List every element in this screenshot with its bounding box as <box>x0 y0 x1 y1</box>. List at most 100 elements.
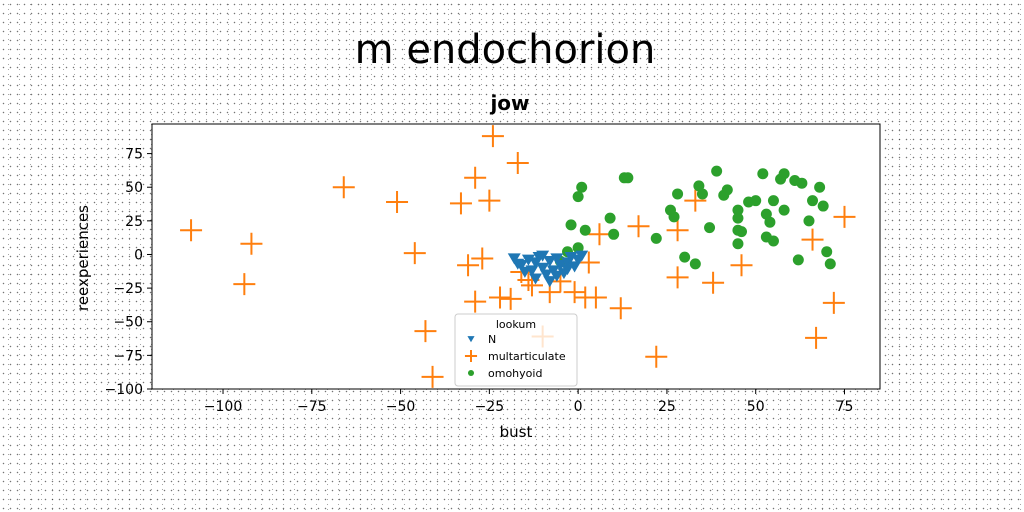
n-point <box>543 276 557 288</box>
omohyoid-point <box>579 224 591 236</box>
omohyoid-point <box>572 242 584 254</box>
multarticulate-point <box>666 219 689 242</box>
y-tick-label: 25 <box>125 214 143 230</box>
x-axis-label: bust <box>500 423 533 441</box>
x-tick-label: 0 <box>574 399 583 415</box>
omohyoid-point <box>778 204 790 216</box>
omohyoid-point <box>604 212 616 224</box>
n-point <box>539 269 553 281</box>
multarticulate-point <box>403 242 426 265</box>
omohyoid-point <box>757 168 769 180</box>
multarticulate-point <box>240 232 263 255</box>
omohyoid-point <box>565 219 577 231</box>
series-multarticulate <box>180 125 856 388</box>
multarticulate-point <box>702 271 725 294</box>
omohyoid-point <box>467 369 475 377</box>
omohyoid-point <box>792 254 804 266</box>
multarticulate-point <box>449 192 472 215</box>
legend-title: lookum <box>496 318 536 331</box>
legend-item: omohyoid <box>467 367 542 380</box>
omohyoid-point <box>803 215 815 227</box>
legend-label: multarticulate <box>488 350 566 363</box>
y-tick-label: 0 <box>134 247 143 263</box>
omohyoid-point <box>732 212 744 224</box>
omohyoid-point <box>817 200 829 212</box>
legend-box <box>454 313 578 387</box>
series-omohyoid <box>554 165 836 270</box>
multarticulate-point <box>577 251 600 274</box>
multarticulate-point <box>609 297 632 320</box>
multarticulate-point <box>506 152 529 175</box>
omohyoid-point <box>576 181 588 193</box>
legend-label: N <box>488 333 496 346</box>
multarticulate-point <box>471 247 494 270</box>
multarticulate-point <box>457 254 480 277</box>
omohyoid-point <box>796 177 808 189</box>
omohyoid-point <box>732 238 744 250</box>
omohyoid-point <box>696 188 708 200</box>
omohyoid-point <box>778 168 790 180</box>
n-point <box>536 262 550 274</box>
y-tick-label: −25 <box>113 281 143 297</box>
multarticulate-point <box>464 290 487 313</box>
x-tick-label: 25 <box>658 399 676 415</box>
multarticulate-point <box>421 365 444 388</box>
omohyoid-point <box>824 258 836 270</box>
series-n <box>507 250 589 288</box>
multarticulate-point <box>805 326 828 349</box>
multarticulate-point <box>414 320 437 343</box>
x-tick-label: −100 <box>204 399 242 415</box>
omohyoid-point <box>821 246 833 258</box>
x-tick-label: −25 <box>475 399 505 415</box>
multarticulate-point <box>499 287 522 310</box>
n-point <box>529 273 543 285</box>
multarticulate-point <box>666 266 689 289</box>
multarticulate-point <box>730 254 753 277</box>
multarticulate-point <box>822 291 845 314</box>
legend-item: N <box>467 333 496 346</box>
omohyoid-point <box>572 191 584 203</box>
n-point <box>467 336 475 343</box>
y-tick-label: −75 <box>113 348 143 364</box>
legend-item: multarticulate <box>464 349 566 363</box>
multarticulate-point <box>563 281 586 304</box>
omohyoid-point <box>807 195 819 207</box>
n-point <box>543 256 557 268</box>
omohyoid-point <box>721 184 733 196</box>
multarticulate-point <box>180 219 203 242</box>
omohyoid-point <box>608 228 620 240</box>
omohyoid-point <box>767 235 779 247</box>
x-tick-label: −75 <box>297 399 327 415</box>
series-layer <box>180 125 856 388</box>
multarticulate-point <box>332 176 355 199</box>
y-tick-label: 75 <box>125 147 143 163</box>
y-axis: −100 −75 −50 −25 0 25 50 75 <box>105 147 152 398</box>
multarticulate-point <box>684 189 707 212</box>
n-point <box>553 260 567 272</box>
x-tick-label: −50 <box>386 399 416 415</box>
omohyoid-point <box>711 165 723 177</box>
omohyoid-point <box>689 258 701 270</box>
n-point <box>511 258 525 270</box>
omohyoid-point <box>732 204 744 216</box>
multarticulate-point <box>233 273 256 296</box>
y-tick-label: −50 <box>113 315 143 331</box>
multarticulate-point <box>489 286 512 309</box>
legend-label: omohyoid <box>488 367 542 380</box>
omohyoid-point <box>767 195 779 207</box>
multarticulate-point <box>478 189 501 212</box>
x-tick-label: 75 <box>836 399 854 415</box>
multarticulate-point <box>481 125 504 148</box>
multarticulate-point <box>627 215 650 238</box>
omohyoid-point <box>668 211 680 223</box>
omohyoid-point <box>704 222 716 234</box>
multarticulate-point <box>645 345 668 368</box>
y-tick-label: −100 <box>105 382 143 398</box>
x-tick-label: 50 <box>747 399 765 415</box>
omohyoid-point <box>750 195 762 207</box>
multarticulate-point <box>833 205 856 228</box>
n-point <box>560 264 574 276</box>
n-point <box>575 250 589 262</box>
